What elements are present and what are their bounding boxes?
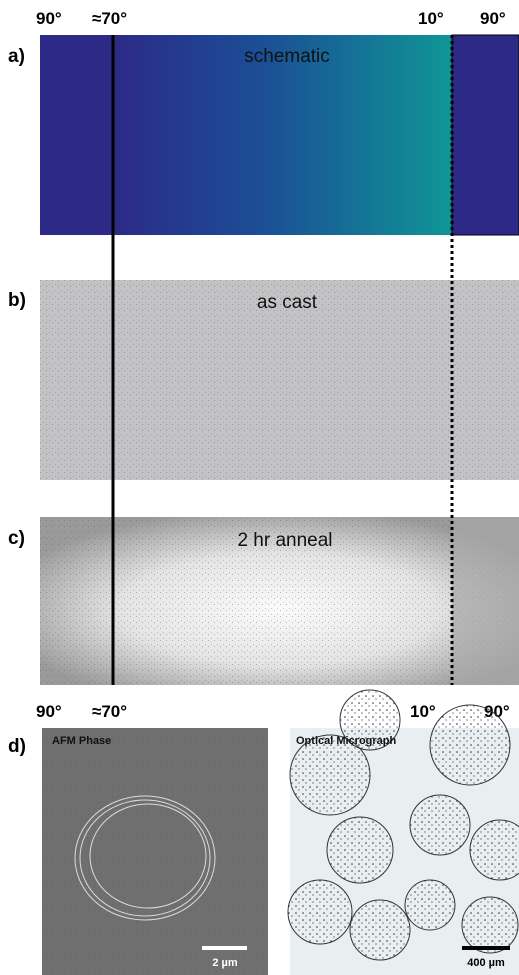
panel-a-right bbox=[452, 35, 519, 235]
panel-label: b) bbox=[8, 290, 26, 311]
bottom-labels: 90° ≈70° 10° 90° bbox=[36, 702, 510, 721]
panel-c-right bbox=[452, 517, 519, 685]
afm-title: AFM Phase bbox=[52, 735, 111, 747]
panel-label: d) bbox=[8, 736, 26, 757]
panel-label: c) bbox=[8, 528, 25, 549]
panel-title: 2 hr anneal bbox=[237, 530, 332, 551]
panel-title: as cast bbox=[257, 292, 318, 313]
angle-label: 90° bbox=[36, 9, 62, 28]
panel-title: schematic bbox=[244, 46, 330, 67]
panel-label: a) bbox=[8, 46, 25, 67]
angle-label: ≈70° bbox=[92, 702, 127, 721]
angle-label: 90° bbox=[480, 9, 506, 28]
optical-scale: 400 µm bbox=[467, 957, 505, 969]
top-labels: 90° ≈70° 10° 90° bbox=[36, 9, 506, 28]
afm-scale-bar bbox=[202, 946, 247, 950]
afm-scale: 2 µm bbox=[212, 957, 238, 969]
optical-title: Optical Micrograph bbox=[296, 735, 397, 747]
optical-scale-bar bbox=[462, 946, 510, 950]
angle-label: 10° bbox=[410, 702, 436, 721]
angle-label: ≈70° bbox=[92, 9, 127, 28]
panel-a-left bbox=[40, 35, 114, 235]
angle-label: 90° bbox=[36, 702, 62, 721]
angle-label: 10° bbox=[418, 9, 444, 28]
figure: 90° ≈70° 10° 90° a) schematic b) as cast… bbox=[0, 0, 519, 975]
afm-texture bbox=[42, 728, 268, 975]
